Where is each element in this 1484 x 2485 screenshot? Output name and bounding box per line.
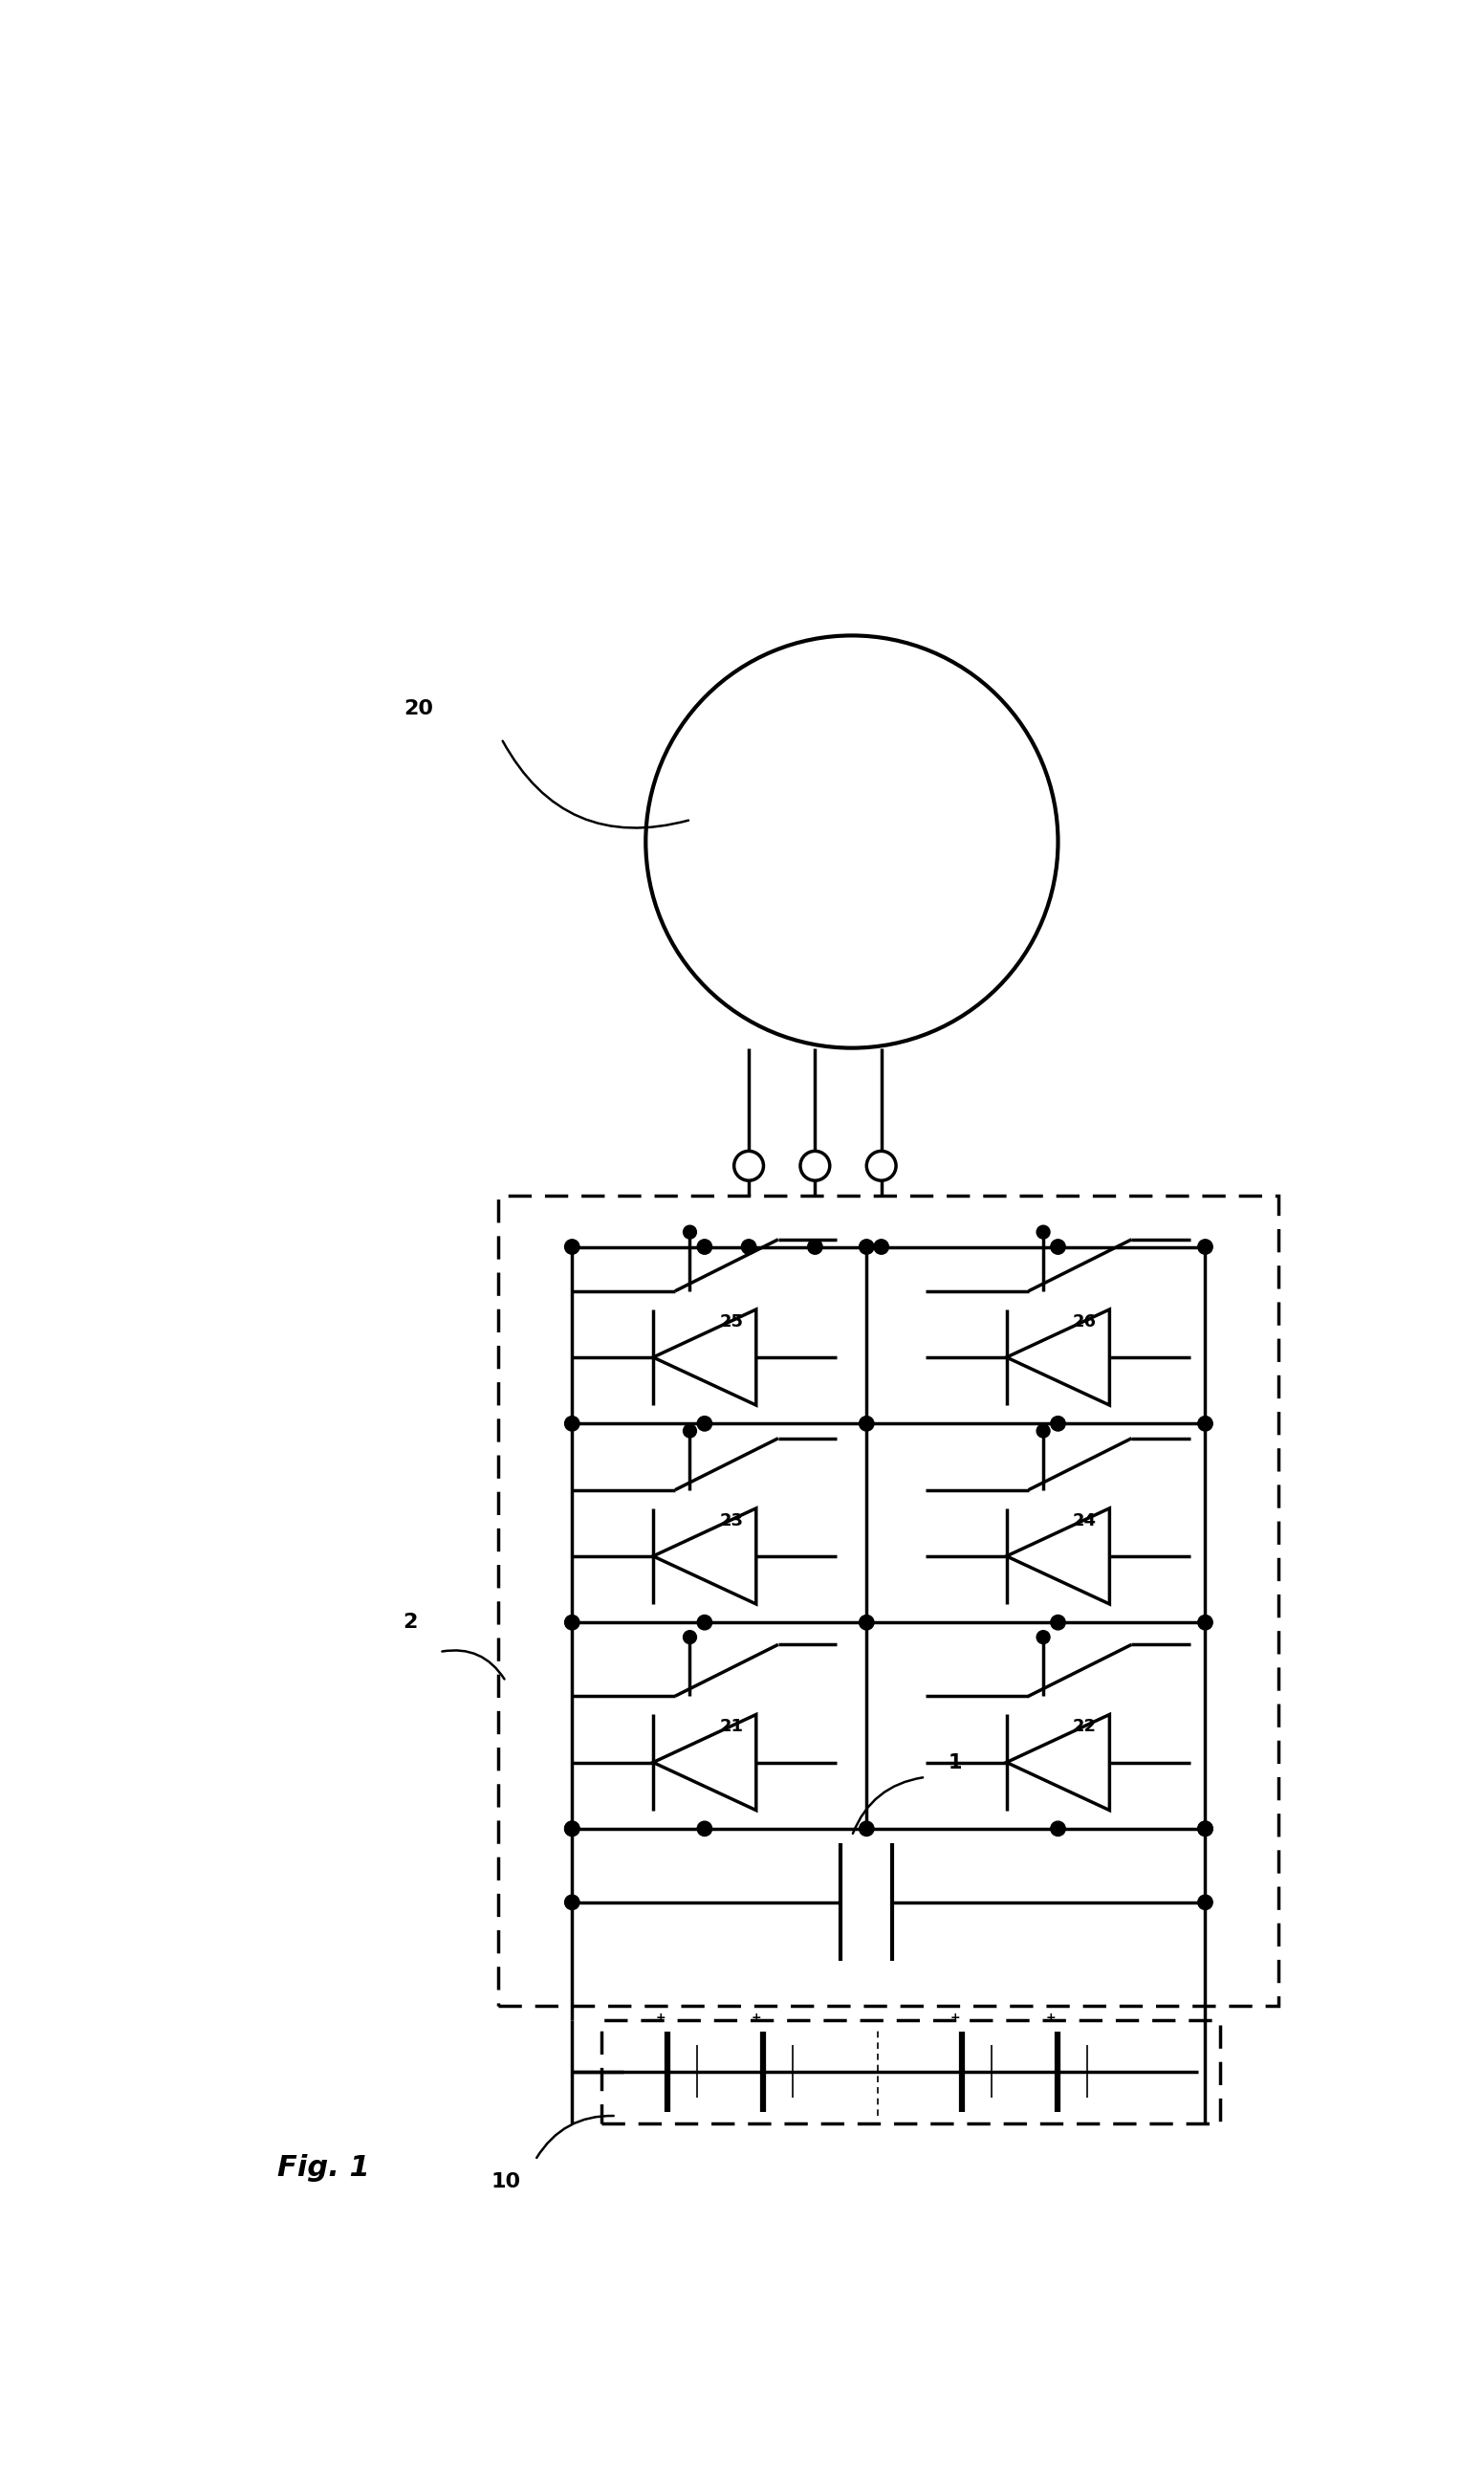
Circle shape — [859, 1615, 874, 1630]
Text: 21: 21 — [720, 1717, 743, 1735]
Text: +: + — [656, 2010, 665, 2023]
Text: +: + — [950, 2010, 960, 2023]
Circle shape — [874, 1240, 889, 1255]
Circle shape — [859, 1240, 874, 1255]
Circle shape — [565, 1240, 579, 1255]
Circle shape — [565, 1896, 579, 1908]
Circle shape — [1198, 1240, 1212, 1255]
Text: 24: 24 — [1073, 1511, 1097, 1528]
Circle shape — [697, 1615, 712, 1630]
Circle shape — [859, 1416, 874, 1431]
Circle shape — [565, 1416, 579, 1431]
Circle shape — [807, 1240, 822, 1255]
Circle shape — [742, 1240, 757, 1255]
Circle shape — [1198, 1822, 1212, 1836]
Circle shape — [697, 1416, 712, 1431]
Text: 26: 26 — [1073, 1312, 1097, 1329]
Text: 1: 1 — [948, 1752, 962, 1772]
Circle shape — [1198, 1615, 1212, 1630]
Circle shape — [1198, 1822, 1212, 1836]
Circle shape — [565, 1822, 579, 1836]
Circle shape — [1037, 1225, 1049, 1238]
Circle shape — [1051, 1615, 1066, 1630]
Circle shape — [1037, 1424, 1049, 1439]
Circle shape — [867, 1151, 896, 1180]
Bar — [601, 2020, 1220, 2122]
Text: +: + — [1046, 2010, 1055, 2023]
Circle shape — [683, 1225, 696, 1238]
Text: 23: 23 — [720, 1511, 743, 1528]
Text: Fig. 1: Fig. 1 — [278, 2154, 370, 2182]
Circle shape — [683, 1424, 696, 1439]
Text: 25: 25 — [720, 1312, 743, 1329]
Circle shape — [697, 1240, 712, 1255]
Bar — [499, 1195, 1279, 2005]
Circle shape — [800, 1151, 830, 1180]
Circle shape — [859, 1822, 874, 1836]
Text: 20: 20 — [404, 701, 433, 718]
Text: 2: 2 — [402, 1613, 417, 1633]
Circle shape — [565, 1822, 579, 1836]
Text: +: + — [751, 2010, 761, 2023]
Text: 10: 10 — [491, 2172, 521, 2192]
Circle shape — [1198, 1416, 1212, 1431]
Circle shape — [1051, 1416, 1066, 1431]
Circle shape — [697, 1822, 712, 1836]
Circle shape — [565, 1615, 579, 1630]
Circle shape — [1051, 1822, 1066, 1836]
Circle shape — [735, 1151, 763, 1180]
Circle shape — [1198, 1896, 1212, 1908]
Text: 22: 22 — [1073, 1717, 1097, 1735]
Circle shape — [1037, 1630, 1049, 1643]
Circle shape — [683, 1630, 696, 1643]
Circle shape — [1051, 1240, 1066, 1255]
